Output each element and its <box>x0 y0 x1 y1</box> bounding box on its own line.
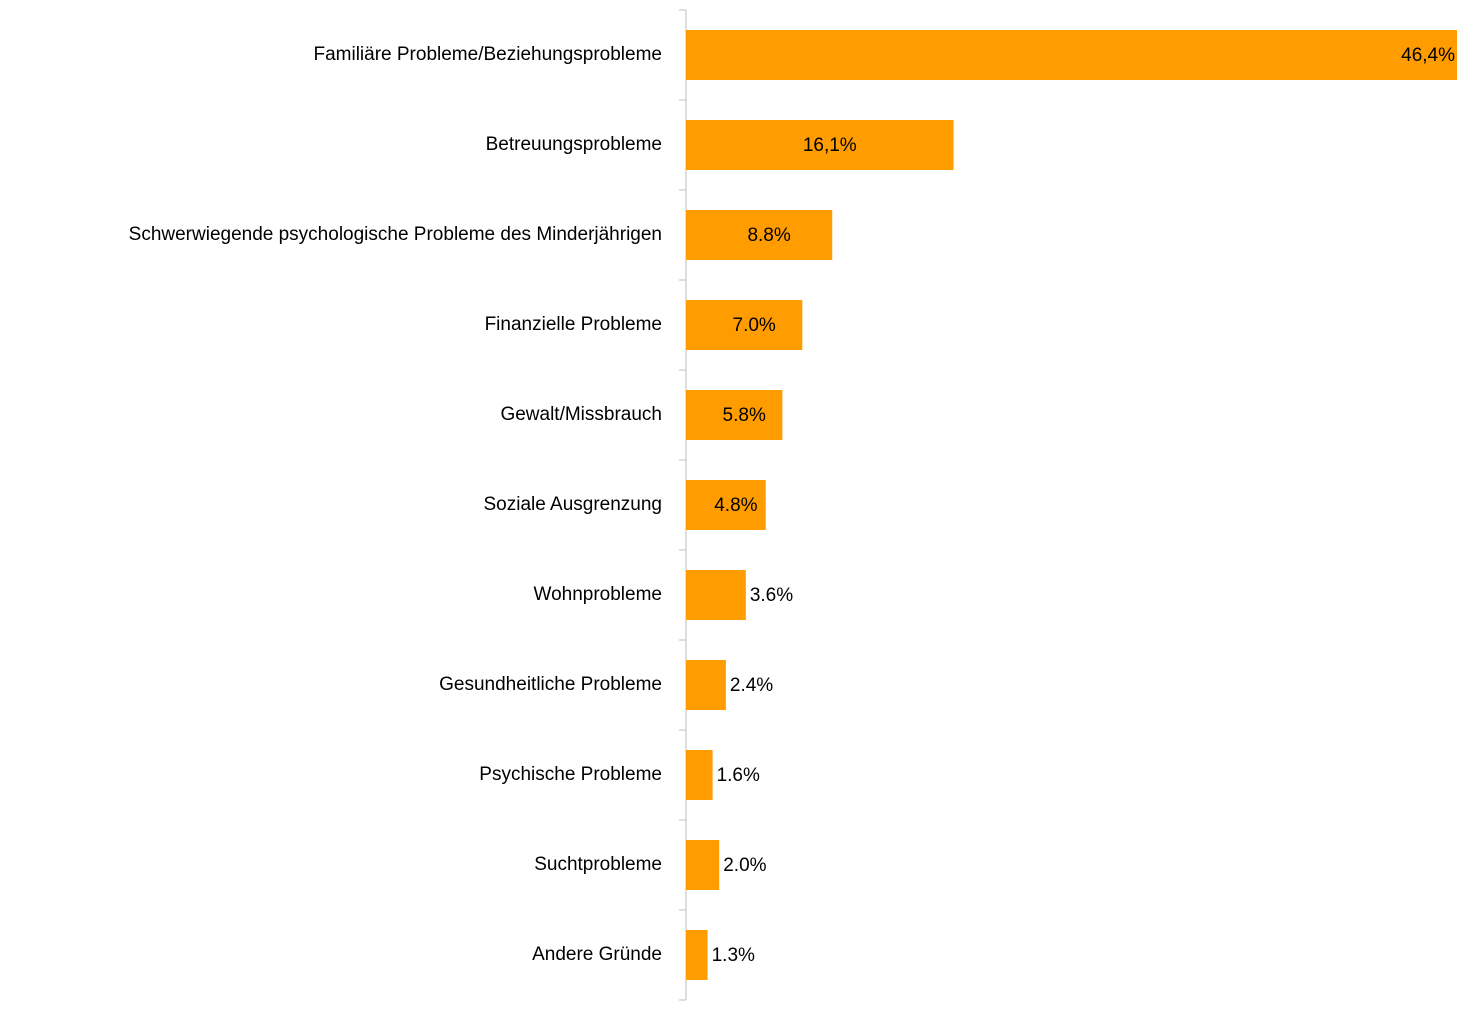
y-tick-label: Gesundheitliche Probleme <box>439 674 662 695</box>
data-label: 2.0% <box>723 855 766 876</box>
y-tick-label: Finanzielle Probleme <box>485 314 662 335</box>
y-tick-label: Wohnprobleme <box>533 584 662 605</box>
bar <box>686 660 726 710</box>
data-label: 2.4% <box>730 675 773 696</box>
data-label: 16,1% <box>803 135 857 156</box>
y-tick-label: Suchtprobleme <box>534 854 662 875</box>
bar <box>686 120 954 170</box>
data-label: 4.8% <box>714 495 757 516</box>
y-tick-label: Soziale Ausgrenzung <box>483 494 662 515</box>
y-tick-label: Gewalt/Missbrauch <box>500 404 662 425</box>
y-tick-label: Betreuungsprobleme <box>486 134 662 155</box>
bar <box>686 390 783 440</box>
data-label: 46,4% <box>1401 45 1455 66</box>
y-tick-label: Schwerwiegende psychologische Probleme d… <box>129 224 662 245</box>
data-label: 1.6% <box>717 765 760 786</box>
bar <box>686 30 1457 80</box>
bar <box>686 300 803 350</box>
data-label: 5.8% <box>723 405 766 426</box>
bar <box>686 840 720 890</box>
bar <box>686 570 746 620</box>
data-label: 3.6% <box>750 585 793 606</box>
y-tick-label: Andere Gründe <box>532 944 662 965</box>
data-label: 8.8% <box>747 225 790 246</box>
bar <box>686 930 708 980</box>
data-label: 7.0% <box>733 315 776 336</box>
y-tick-label: Psychische Probleme <box>479 764 662 785</box>
y-tick-label: Familiäre Probleme/Beziehungsprobleme <box>313 44 662 65</box>
bar <box>686 480 766 530</box>
bar <box>686 750 713 800</box>
bar <box>686 210 833 260</box>
data-label: 1.3% <box>712 945 755 966</box>
